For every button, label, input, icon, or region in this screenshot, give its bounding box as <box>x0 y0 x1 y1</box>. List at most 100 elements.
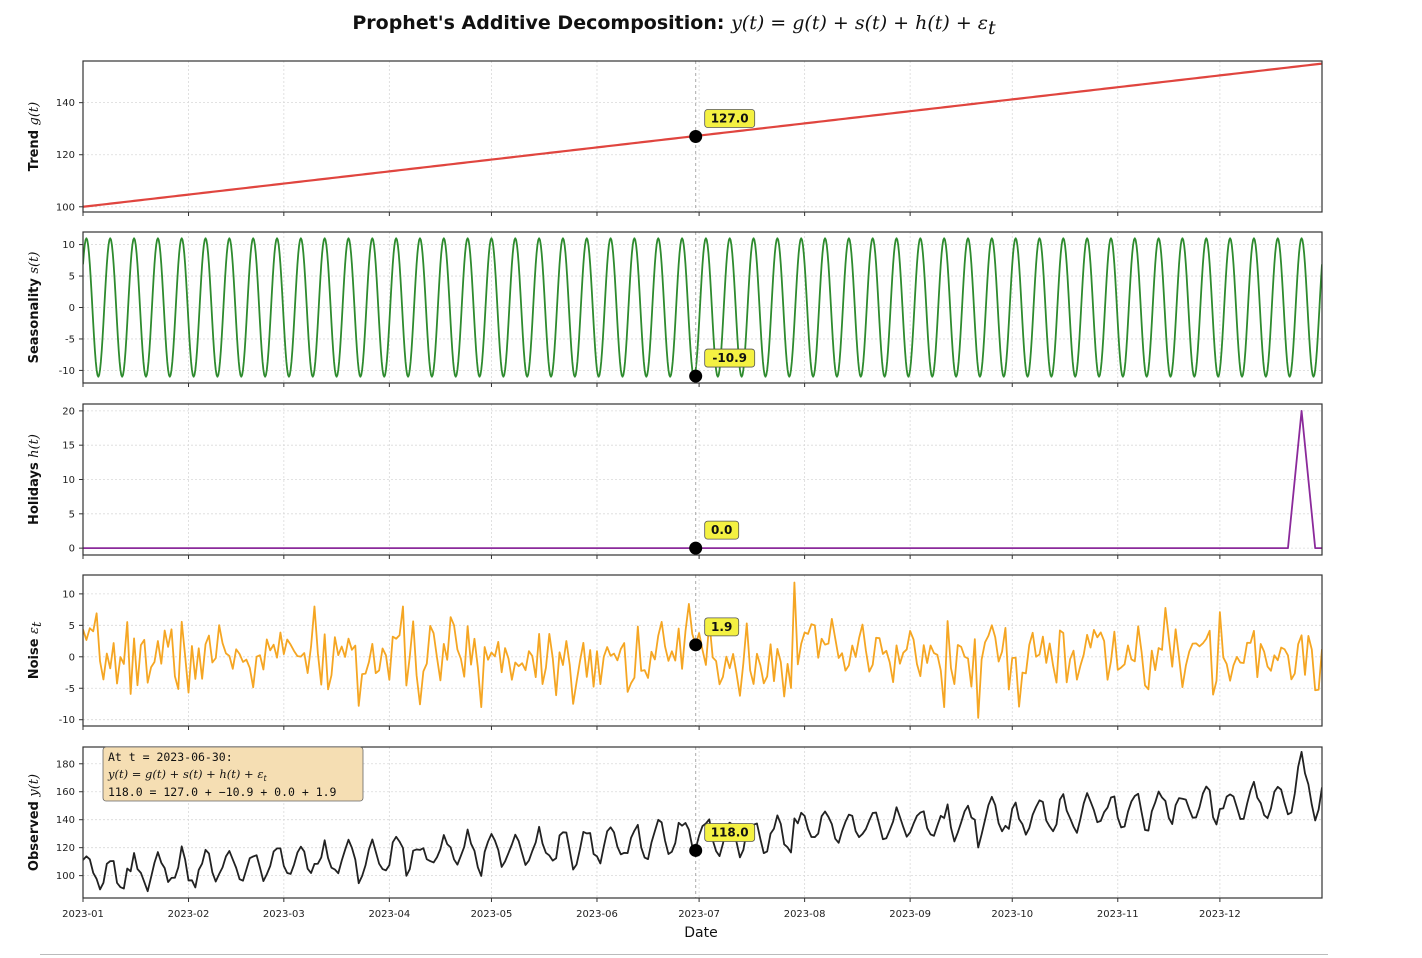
panel-seasonality: -10 -5 0 5 10 Seasonality s(t) -10.9 <box>27 231 1323 387</box>
panel-holidays: 0 5 10 15 20 Holidays h(t) 0.0 <box>27 403 1323 559</box>
y-tick-label: 120 <box>56 150 75 161</box>
y-axis-label-math-sub: t <box>30 621 45 627</box>
bottom-divider <box>40 954 1328 955</box>
y-axis-label-text: Trend <box>27 125 42 171</box>
x-axis: 2023-01 2023-02 2023-03 2023-04 2023-05 2023-… <box>62 909 1241 920</box>
x-tick-label: 2023-06 <box>576 909 618 920</box>
value-callout-label: 0.0 <box>711 523 732 537</box>
series-line-seasonality <box>83 237 1322 378</box>
y-tick-label: 10 <box>62 589 75 600</box>
y-tick-label: 140 <box>56 815 75 826</box>
grid <box>82 575 1322 726</box>
y-tick-label: 10 <box>62 240 75 251</box>
value-callout-box <box>704 823 756 842</box>
axes-frame <box>82 60 1323 213</box>
plot-area <box>83 61 1322 212</box>
equation-note-line2: y(t) = g(t) + s(t) + h(t) + εt <box>107 767 268 783</box>
y-tick-label: 160 <box>56 787 75 798</box>
y-axis-label-math: g(t) <box>27 102 42 126</box>
marker-point <box>689 130 703 143</box>
y-axis-label: Noise εt <box>27 621 45 679</box>
x-tick-label: 2023-07 <box>678 909 720 920</box>
y-tick-label: -5 <box>65 684 75 695</box>
axes-frame <box>82 231 1323 384</box>
x-tick-label: 2023-05 <box>471 909 513 920</box>
y-axis-label-text: Holidays <box>27 458 42 525</box>
y-tick-label: 5 <box>69 509 75 520</box>
x-tick-label: 2023-08 <box>784 909 826 920</box>
x-tick-label: 2023-01 <box>62 909 104 920</box>
value-callout-box <box>704 109 756 128</box>
panel-observed: 100 120 140 160 180 Observed y(t) 118.0 At t = … <box>27 746 1323 902</box>
y-tick-label: -10 <box>59 366 75 377</box>
y-tick-label: -5 <box>65 334 75 345</box>
y-axis-label-math: y(t) <box>27 774 42 798</box>
y-axis-label: Holidays h(t) <box>27 434 42 525</box>
y-axis-label-text: Noise <box>27 634 42 679</box>
value-callout-box <box>704 520 740 540</box>
y-axis-label-math: h(t) <box>27 434 42 458</box>
figure-title: Prophet's Additive Decomposition: y(t) =… <box>352 12 996 39</box>
x-tick-label: 2023-11 <box>1097 909 1139 920</box>
equation-note-line1: At t = 2023-06-30: <box>108 750 233 764</box>
y-axis-label-math: s(t) <box>27 252 42 274</box>
value-callout-label: 118.0 <box>711 825 749 839</box>
x-axis-label: Date <box>684 925 717 941</box>
marker-point <box>689 638 703 652</box>
axes-frame <box>82 746 1323 899</box>
title-equation: y(t) = g(t) + s(t) + h(t) + ε <box>730 12 988 34</box>
y-tick-label: 5 <box>69 272 75 283</box>
grid <box>82 747 1322 898</box>
y-axis-label-text: Observed <box>27 797 42 871</box>
value-callout-label: 1.9 <box>711 620 732 634</box>
y-axis-label: Observed y(t) <box>27 774 42 871</box>
equation-note-line2-sub: t <box>264 774 268 783</box>
y-tick-label: 0 <box>69 303 75 314</box>
value-callout-box <box>704 348 756 368</box>
x-tick-label: 2023-03 <box>263 909 305 920</box>
y-tick-label: 5 <box>69 621 75 632</box>
panel-noise: -10 -5 0 5 10 Noise εt 1.9 <box>27 574 1323 730</box>
value-callout-label: 127.0 <box>711 112 749 126</box>
x-tick-label: 2023-09 <box>889 909 931 920</box>
y-tick-label: 100 <box>56 202 75 213</box>
y-axis-label-math: ε <box>27 627 42 634</box>
y-tick-label: 180 <box>56 759 75 770</box>
panel-trend: 100 120 140 Trend g(t) 127.0 <box>27 60 1323 216</box>
y-tick-label: 10 <box>62 475 75 486</box>
y-tick-label: 0 <box>69 652 75 663</box>
axes-frame <box>82 574 1323 727</box>
grid <box>82 61 1322 212</box>
equation-note: At t = 2023-06-30: y(t) = g(t) + s(t) + h… <box>102 746 364 802</box>
x-tick-label: 2023-10 <box>991 909 1033 920</box>
marker-point <box>689 843 703 857</box>
equation-note-line3: 118.0 = 127.0 + −10.9 + 0.0 + 1.9 <box>108 785 337 799</box>
y-tick-label: 140 <box>56 98 75 109</box>
x-tick-label: 2023-04 <box>368 909 410 920</box>
series-line-holidays <box>83 409 1322 550</box>
y-axis-label-text: Seasonality <box>27 274 42 364</box>
y-tick-label: 0 <box>69 544 75 555</box>
series-line-observed <box>83 750 1322 893</box>
marker-point <box>689 369 703 383</box>
y-tick-label: 100 <box>56 871 75 882</box>
equation-note-line2-text: y(t) = g(t) + s(t) + h(t) + ε <box>107 767 264 781</box>
series-line-trend <box>83 62 1322 208</box>
y-axis-label: Trend g(t) <box>27 102 42 171</box>
title-text: Prophet's Additive Decomposition: <box>352 12 731 34</box>
equation-note-box <box>102 746 364 802</box>
y-tick-label: 15 <box>62 441 75 452</box>
y-axis-label: Seasonality s(t) <box>27 252 42 364</box>
axes-frame <box>82 403 1323 556</box>
y-tick-label: 20 <box>62 406 75 417</box>
y-tick-label: -10 <box>59 715 75 726</box>
title-equation-sub: t <box>988 17 996 39</box>
marker-point <box>689 541 703 555</box>
value-callout-label: -10.9 <box>712 351 747 365</box>
y-tick-label: 120 <box>56 843 75 854</box>
value-callout-box <box>704 617 740 637</box>
series-line-noise <box>83 581 1322 719</box>
x-tick-label: 2023-12 <box>1199 909 1241 920</box>
